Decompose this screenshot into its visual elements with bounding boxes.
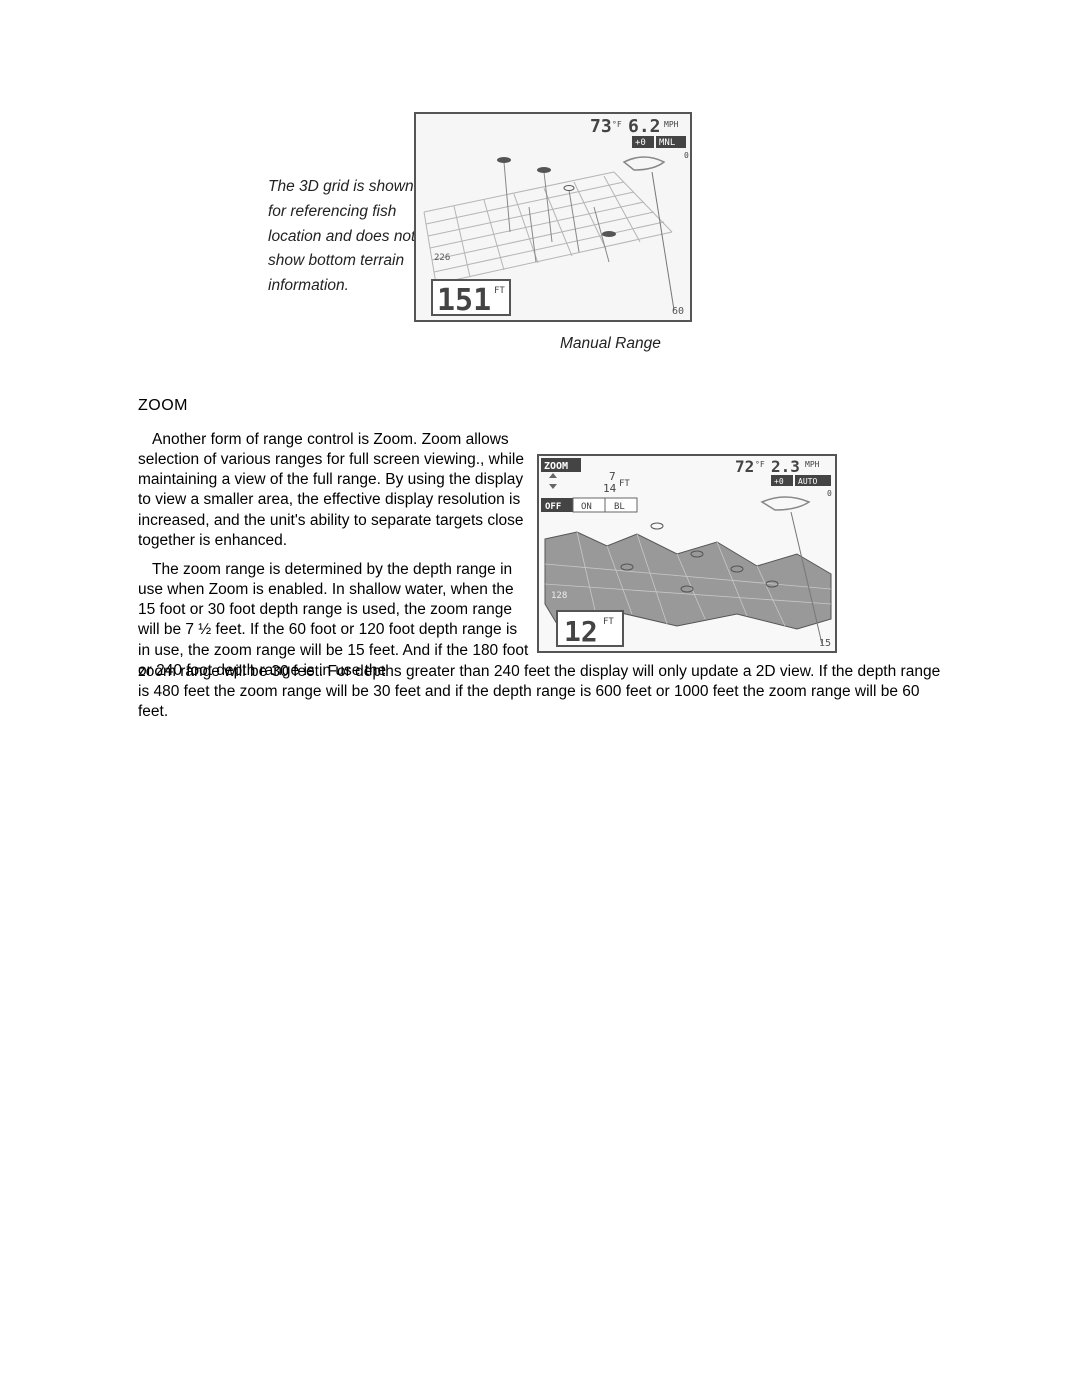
fig2-mode-label: AUTO <box>798 477 817 486</box>
fig2-zoom-label: ZOOM <box>544 461 568 472</box>
figure1-lcd-screenshot: 73 °F 6.2 MPH +0 MNL 0 <box>414 112 692 322</box>
fig2-tab-off: OFF <box>545 502 561 512</box>
fig2-depth-value: 12 <box>564 615 598 648</box>
fig2-bottom-right: 15 <box>819 638 831 649</box>
section-title-zoom: ZOOM <box>138 397 188 415</box>
fig1-temp-value: 73 <box>590 116 612 137</box>
fig2-trip-value: +0 <box>774 477 784 486</box>
fig2-depth-unit: FT <box>603 617 614 627</box>
zoom-paragraph-1-text: Another form of range control is Zoom. Z… <box>138 431 524 549</box>
fig1-depth-value: 151 <box>437 283 491 318</box>
fig2-top-right-0: 0 <box>827 489 832 498</box>
fig2-speed-value: 2.3 <box>771 457 800 476</box>
fig1-top-right-0: 0 <box>684 151 689 160</box>
fig1-trip-value: +0 <box>635 138 646 148</box>
fig2-tab-on: ON <box>581 502 592 512</box>
figure2-lcd-screenshot: ZOOM 7 14 FT 72 °F 2.3 MPH +0 AUTO 0 OFF… <box>537 454 837 653</box>
fig2-tabs: OFF ON BL <box>541 498 637 512</box>
fig2-zoom-bottom: 14 <box>603 482 617 495</box>
page: The 3D grid is shown for referencing fis… <box>0 0 1080 1397</box>
fig1-grid-label: 226 <box>434 253 450 263</box>
fig2-speed-unit: MPH <box>805 460 820 469</box>
fig1-mode-label: MNL <box>659 138 675 148</box>
zoom-paragraph-1: Another form of range control is Zoom. Z… <box>138 430 533 551</box>
fig1-speed-unit: MPH <box>664 120 679 129</box>
fig2-tab-bl: BL <box>614 502 625 512</box>
fig1-temp-unit: °F <box>612 120 622 129</box>
figure1-label: Manual Range <box>560 335 661 353</box>
figure1-caption: The 3D grid is shown for referencing fis… <box>268 175 418 299</box>
fig2-temp-value: 72 <box>735 457 754 476</box>
fig2-grid-label: 128 <box>551 591 567 601</box>
fig2-temp-unit: °F <box>755 460 765 469</box>
zoom-paragraph-3: zoom range will be 30 feet. For depths g… <box>138 662 943 722</box>
fig1-bottom-right: 60 <box>672 306 684 317</box>
fig1-depth-unit: FT <box>494 286 505 296</box>
fig2-zoom-unit: FT <box>619 479 630 489</box>
fig1-speed-value: 6.2 <box>628 116 661 137</box>
